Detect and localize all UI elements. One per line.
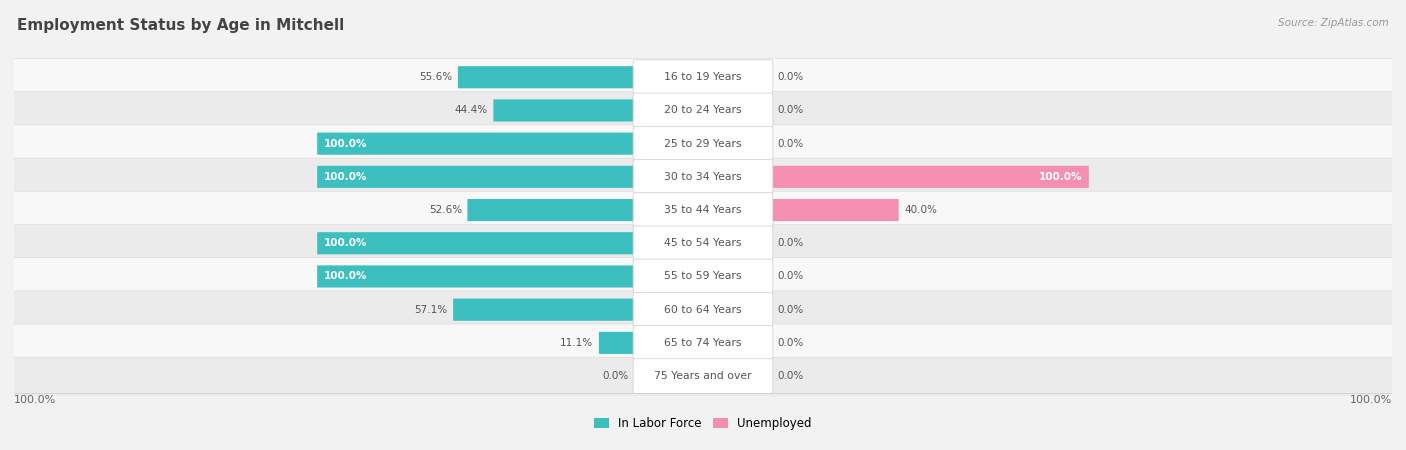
Text: 55.6%: 55.6% <box>419 72 453 82</box>
Text: 57.1%: 57.1% <box>415 305 447 315</box>
FancyBboxPatch shape <box>633 359 773 393</box>
Text: 40.0%: 40.0% <box>904 205 936 215</box>
FancyBboxPatch shape <box>13 92 1393 132</box>
Text: 100.0%: 100.0% <box>1350 395 1392 405</box>
FancyBboxPatch shape <box>13 258 1393 298</box>
Text: 20 to 24 Years: 20 to 24 Years <box>664 105 742 116</box>
FancyBboxPatch shape <box>453 299 634 321</box>
Text: 100.0%: 100.0% <box>323 238 367 248</box>
Text: 60 to 64 Years: 60 to 64 Years <box>664 305 742 315</box>
Text: 11.1%: 11.1% <box>561 338 593 348</box>
Text: 55 to 59 Years: 55 to 59 Years <box>664 271 742 281</box>
FancyBboxPatch shape <box>13 125 1393 165</box>
FancyBboxPatch shape <box>13 357 1393 397</box>
Text: 0.0%: 0.0% <box>778 139 804 148</box>
FancyBboxPatch shape <box>633 226 773 261</box>
Text: Employment Status by Age in Mitchell: Employment Status by Age in Mitchell <box>17 18 344 33</box>
Text: 0.0%: 0.0% <box>602 371 628 381</box>
FancyBboxPatch shape <box>13 225 1393 265</box>
Text: 0.0%: 0.0% <box>778 338 804 348</box>
FancyBboxPatch shape <box>772 166 1088 188</box>
FancyBboxPatch shape <box>599 332 634 354</box>
FancyBboxPatch shape <box>772 199 898 221</box>
FancyBboxPatch shape <box>318 133 634 155</box>
Text: 100.0%: 100.0% <box>323 139 367 148</box>
FancyBboxPatch shape <box>318 232 634 254</box>
FancyBboxPatch shape <box>633 325 773 360</box>
Text: 65 to 74 Years: 65 to 74 Years <box>664 338 742 348</box>
Text: 100.0%: 100.0% <box>1039 172 1083 182</box>
FancyBboxPatch shape <box>318 166 634 188</box>
FancyBboxPatch shape <box>458 66 634 88</box>
Text: 100.0%: 100.0% <box>323 271 367 281</box>
Text: 52.6%: 52.6% <box>429 205 463 215</box>
Text: 75 Years and over: 75 Years and over <box>654 371 752 381</box>
FancyBboxPatch shape <box>13 191 1393 232</box>
FancyBboxPatch shape <box>633 60 773 94</box>
FancyBboxPatch shape <box>13 158 1393 198</box>
Text: 45 to 54 Years: 45 to 54 Years <box>664 238 742 248</box>
FancyBboxPatch shape <box>13 291 1393 331</box>
Text: 25 to 29 Years: 25 to 29 Years <box>664 139 742 148</box>
Text: 0.0%: 0.0% <box>778 105 804 116</box>
Text: 16 to 19 Years: 16 to 19 Years <box>664 72 742 82</box>
Text: 0.0%: 0.0% <box>778 305 804 315</box>
Text: 0.0%: 0.0% <box>778 271 804 281</box>
FancyBboxPatch shape <box>633 159 773 194</box>
FancyBboxPatch shape <box>13 324 1393 365</box>
Text: 30 to 34 Years: 30 to 34 Years <box>664 172 742 182</box>
Text: 44.4%: 44.4% <box>454 105 488 116</box>
Text: 0.0%: 0.0% <box>778 371 804 381</box>
FancyBboxPatch shape <box>633 292 773 327</box>
Text: 0.0%: 0.0% <box>778 72 804 82</box>
Text: 35 to 44 Years: 35 to 44 Years <box>664 205 742 215</box>
Text: Source: ZipAtlas.com: Source: ZipAtlas.com <box>1278 18 1389 28</box>
FancyBboxPatch shape <box>467 199 634 221</box>
Text: 100.0%: 100.0% <box>323 172 367 182</box>
FancyBboxPatch shape <box>633 126 773 161</box>
FancyBboxPatch shape <box>318 266 634 288</box>
Legend: In Labor Force, Unemployed: In Labor Force, Unemployed <box>589 412 817 435</box>
FancyBboxPatch shape <box>633 193 773 227</box>
Text: 0.0%: 0.0% <box>778 238 804 248</box>
FancyBboxPatch shape <box>633 259 773 294</box>
FancyBboxPatch shape <box>494 99 634 122</box>
Text: 100.0%: 100.0% <box>14 395 56 405</box>
FancyBboxPatch shape <box>633 93 773 128</box>
FancyBboxPatch shape <box>13 58 1393 99</box>
